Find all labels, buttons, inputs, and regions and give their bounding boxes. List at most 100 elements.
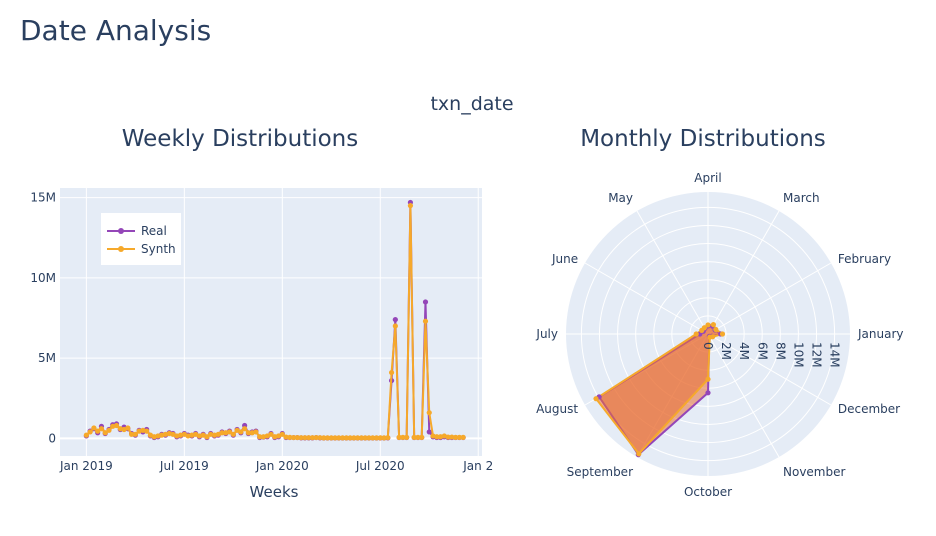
weekly-point-synth [404, 434, 410, 440]
radar-point-synth [710, 322, 717, 328]
weekly-x-tick-labels: Jan 2019 Jul 2019 Jan 2020 Jul 2020 Jan 2 [59, 459, 493, 473]
radar-month-label: August [536, 402, 578, 416]
weekly-gridlines [60, 188, 482, 456]
weekly-point-synth [366, 435, 372, 441]
weekly-point-synth [347, 435, 353, 441]
weekly-x-tick-label: Jan 2020 [255, 459, 309, 473]
weekly-point-synth [219, 430, 225, 436]
radar-point-synth [705, 322, 711, 328]
weekly-point-synth [415, 434, 421, 440]
radar-spoke-gridline [707, 262, 832, 335]
radar-point-real [705, 390, 711, 396]
radar-month-label: February [838, 252, 891, 266]
radar-month-label: May [608, 191, 633, 205]
weekly-point-synth [298, 435, 304, 441]
weekly-point-synth [422, 318, 429, 324]
radar-month-label: April [694, 171, 721, 185]
weekly-point-synth [309, 435, 316, 441]
weekly-point-synth [125, 425, 131, 431]
radar-point-synth [693, 331, 699, 337]
weekly-legend[interactable]: Real Synth [101, 213, 181, 265]
weekly-point-synth [102, 430, 108, 436]
monthly-radar-chart: 0 2M 4M 6M 8M 10M 12M 14M January February March Ap… [535, 171, 903, 499]
radar-radial-tick-label: 12M [810, 342, 824, 368]
weekly-point-synth [106, 427, 112, 433]
weekly-x-axis-label: Weeks [250, 483, 299, 501]
weekly-point-synth [317, 435, 323, 441]
weekly-point-synth [253, 429, 259, 435]
weekly-point-synth [419, 434, 425, 440]
weekly-point-synth [306, 435, 312, 441]
weekly-point-synth [460, 434, 466, 440]
weekly-point-synth [400, 434, 406, 440]
radar-point-synth [719, 331, 726, 337]
weekly-point-synth [230, 431, 236, 437]
radar-month-label: October [684, 485, 732, 499]
weekly-point-real [392, 316, 398, 323]
radar-month-label: December [838, 402, 900, 416]
weekly-point-synth [287, 434, 293, 440]
radar-radial-tick-label: 0 [701, 342, 715, 350]
weekly-point-synth [373, 435, 380, 441]
weekly-point-synth [95, 428, 101, 434]
weekly-point-synth [411, 434, 417, 440]
weekly-point-synth [91, 425, 97, 431]
weekly-point-synth [87, 429, 93, 435]
weekly-point-synth [83, 432, 89, 438]
weekly-point-synth [332, 435, 338, 441]
weekly-point-synth [445, 434, 451, 440]
weekly-series-lines [83, 199, 466, 441]
radar-spoke-gridline [707, 210, 780, 335]
weekly-point-real [426, 429, 432, 435]
weekly-point-synth [381, 435, 387, 441]
weekly-point-synth [407, 203, 414, 209]
weekly-point-synth [204, 434, 210, 440]
legend-item-synth[interactable]: Synth [107, 242, 176, 256]
radar-radial-tick-label: 14M [828, 342, 842, 368]
weekly-point-synth [324, 435, 331, 441]
radar-point-synth [705, 376, 711, 382]
weekly-series-synth [83, 203, 466, 441]
weekly-point-synth [283, 434, 289, 440]
weekly-point-synth [321, 435, 327, 441]
radar-radial-tick-label: 2M [719, 342, 733, 360]
weekly-point-synth [396, 434, 402, 440]
weekly-point-synth [242, 426, 248, 432]
weekly-y-tick-label: 15M [30, 191, 56, 205]
radar-point-synth [710, 334, 716, 340]
weekly-chart-title: Weekly Distributions [122, 126, 359, 152]
legend-marker-icon [118, 246, 124, 252]
radar-point-synth [593, 396, 599, 402]
radar-radial-tick-label: 10M [791, 342, 805, 368]
legend-marker-icon [118, 228, 124, 234]
radar-point-synth [636, 451, 642, 457]
radar-radial-tick-label: 6M [755, 342, 769, 360]
radar-spoke-gridline [584, 262, 709, 335]
weekly-x-tick-label: Jul 2019 [159, 459, 209, 473]
weekly-point-synth [257, 434, 263, 440]
weekly-point-synth [370, 435, 376, 441]
weekly-point-synth [294, 434, 300, 441]
radar-spoke-gridline [707, 333, 780, 458]
weekly-point-synth [336, 435, 342, 441]
weekly-point-real [422, 299, 429, 305]
weekly-y-tick-labels: 0 5M 10M 15M [30, 191, 56, 446]
weekly-point-synth [343, 435, 349, 441]
monthly-chart-title: Monthly Distributions [580, 126, 826, 152]
legend-item-real[interactable]: Real [107, 224, 167, 238]
weekly-point-synth [302, 435, 308, 441]
weekly-point-synth [98, 426, 105, 432]
weekly-point-synth [328, 435, 334, 441]
weekly-point-synth [388, 369, 395, 376]
radar-month-label: June [551, 252, 578, 266]
weekly-point-synth [339, 435, 346, 441]
radar-month-label: September [567, 465, 633, 479]
radar-month-label: January [857, 327, 904, 341]
weekly-point-synth [358, 435, 365, 441]
weekly-point-synth [453, 434, 459, 440]
weekly-point-synth [456, 434, 462, 440]
legend-label: Synth [141, 242, 176, 256]
radar-point-synth [713, 326, 719, 333]
weekly-point-synth [385, 435, 391, 441]
weekly-point-synth [132, 431, 138, 437]
